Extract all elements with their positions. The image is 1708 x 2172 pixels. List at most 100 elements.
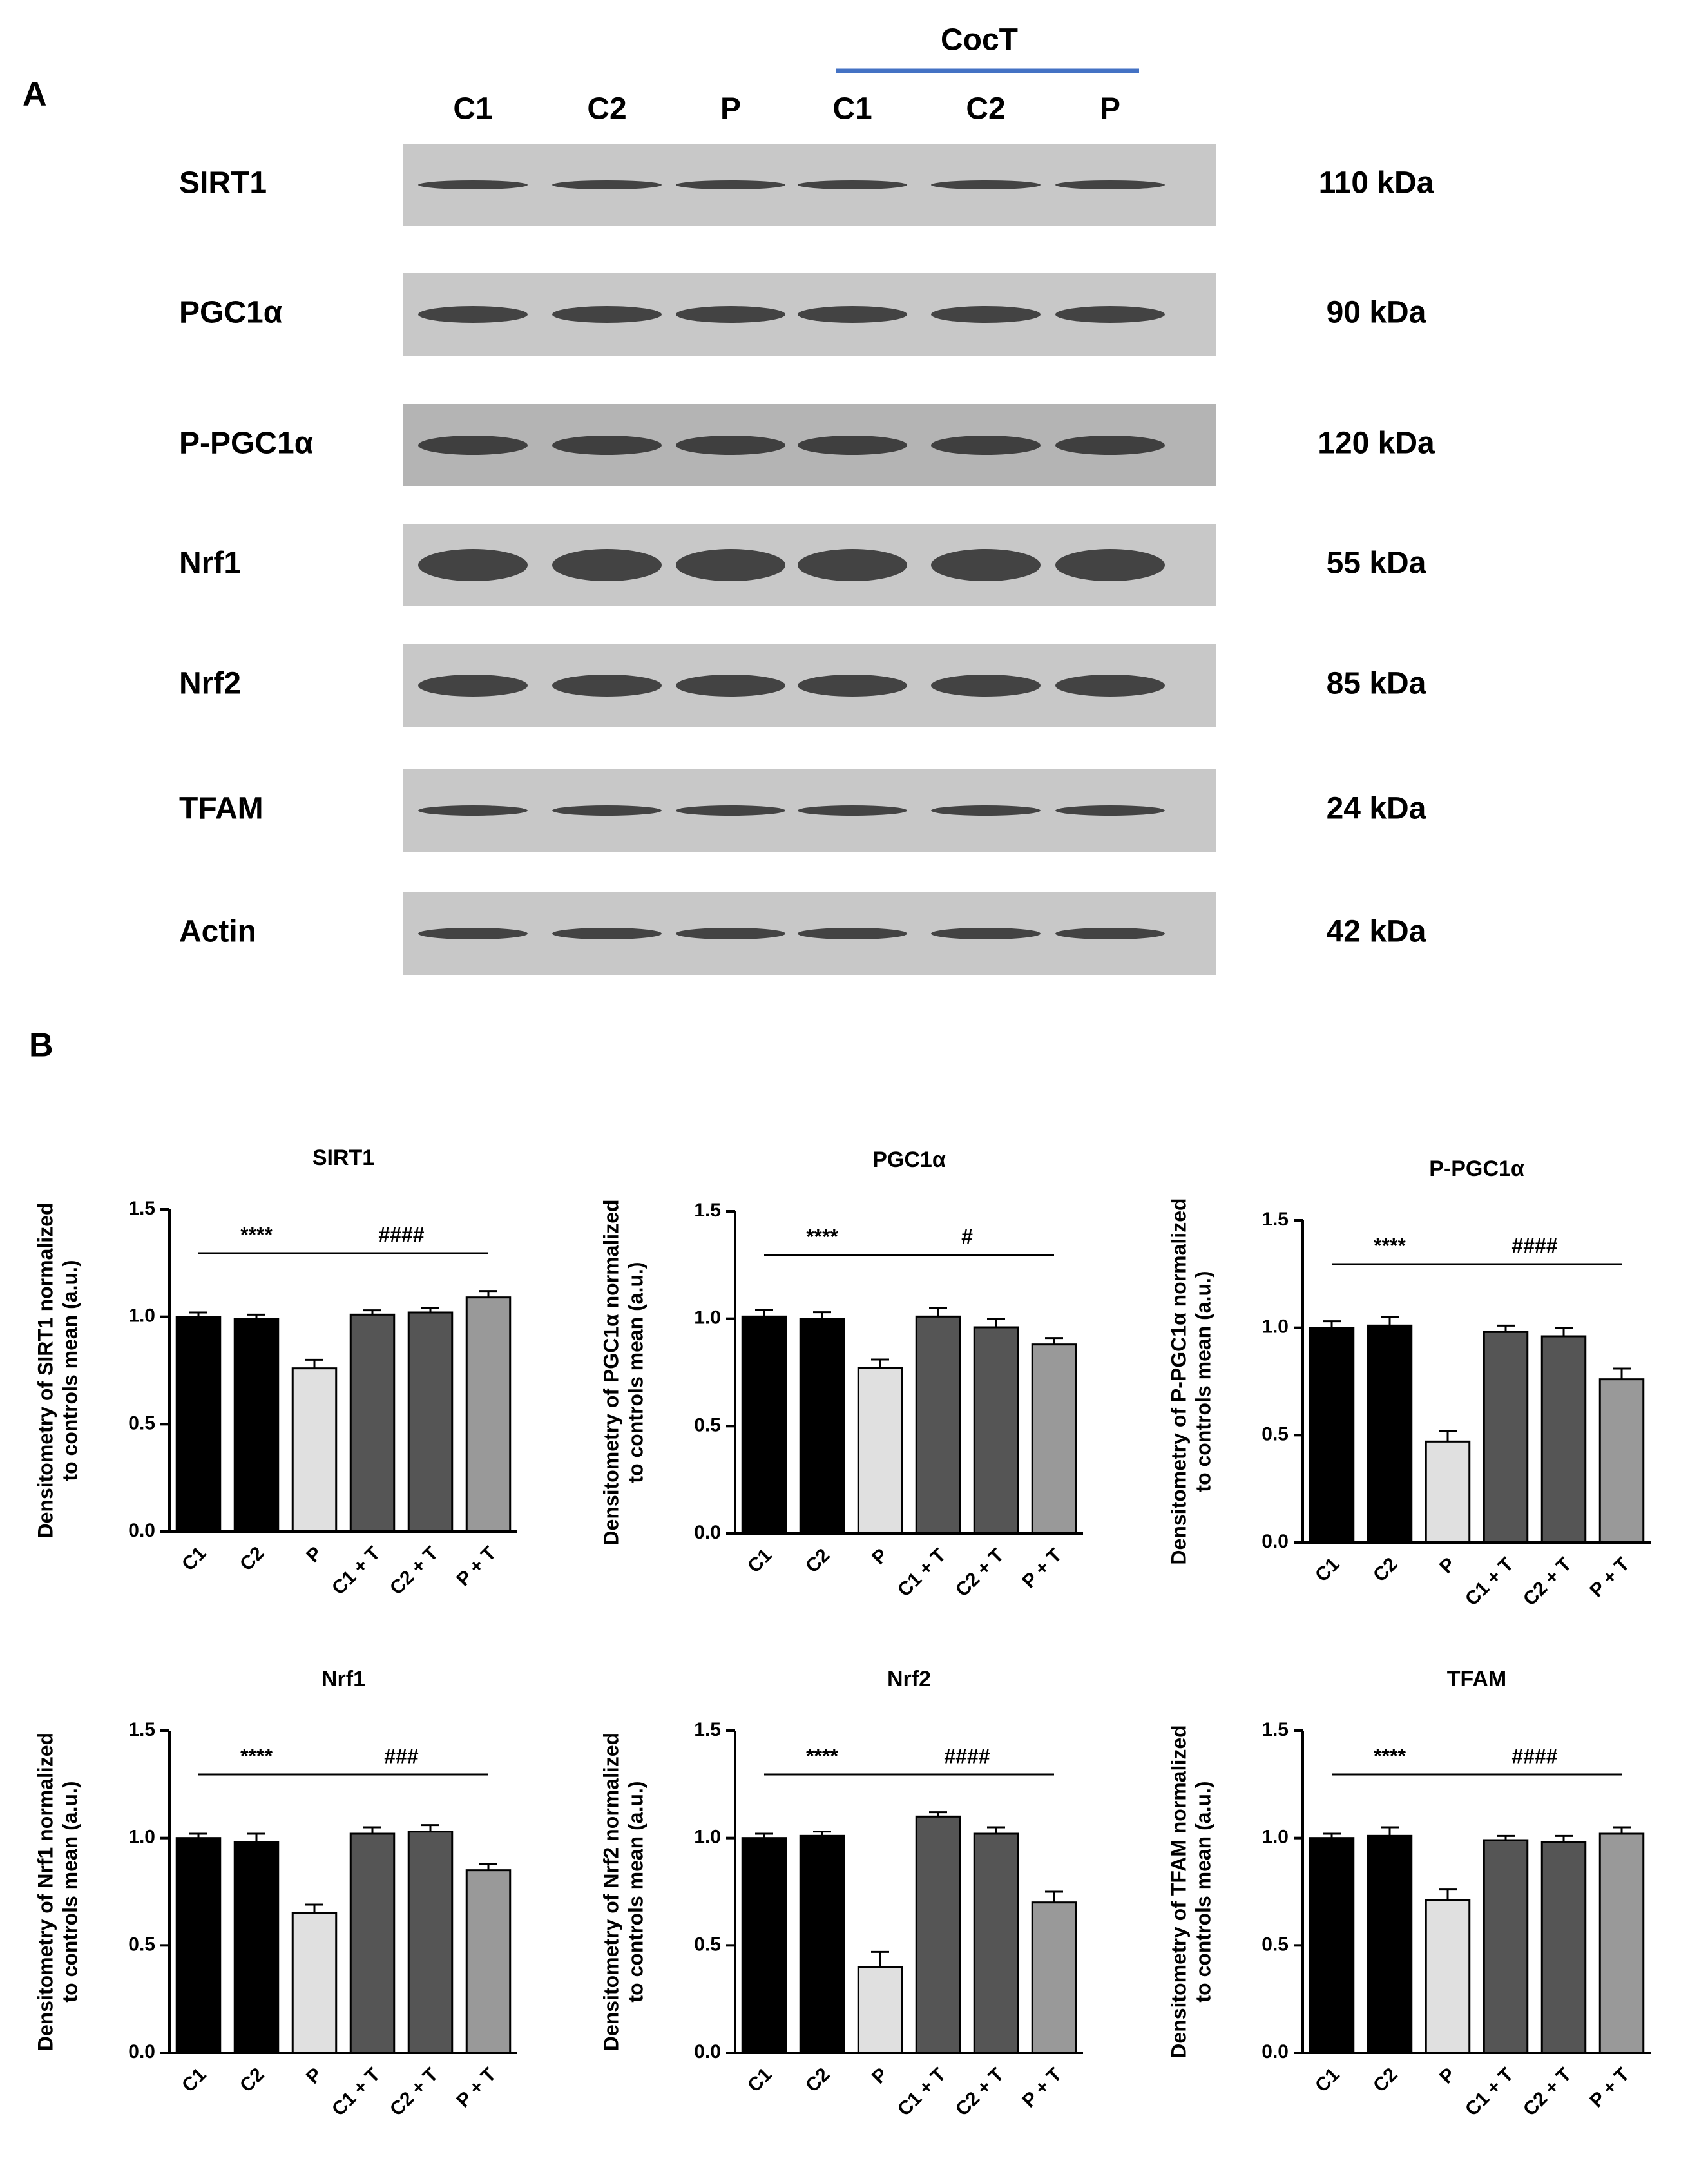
- blot-band: [676, 436, 785, 455]
- bar: [1483, 1839, 1529, 2054]
- blot-band: [931, 675, 1041, 697]
- blot-band: [931, 549, 1041, 581]
- lane-label: C2: [966, 92, 1005, 126]
- protein-label: Nrf2: [179, 667, 241, 701]
- bar-chart: P-PGC1α Densitometry of P-PGC1α normalize…: [1167, 1157, 1651, 1610]
- blot-band: [676, 306, 785, 323]
- protein-label: Nrf1: [179, 546, 241, 581]
- blot-band: [931, 180, 1041, 189]
- bar: [799, 1834, 845, 2054]
- y-tick-label: 1.5: [128, 1198, 155, 1219]
- y-tick-label: 0.0: [128, 2041, 155, 2062]
- bar: [1598, 1832, 1645, 2054]
- bar: [1367, 1324, 1413, 1544]
- bar: [465, 1869, 512, 2054]
- blot-band: [676, 805, 785, 816]
- lane-label: P: [1100, 92, 1120, 126]
- y-tick-label: 1.0: [694, 1307, 721, 1329]
- y-tick-label: 1.0: [694, 1827, 721, 1848]
- bar: [1425, 1899, 1471, 2054]
- significance-label: ####: [378, 1223, 424, 1246]
- blot-band: [552, 928, 662, 939]
- y-tick-label: 0.5: [128, 1934, 155, 1955]
- blot-band: [931, 928, 1041, 939]
- blot-band: [1055, 180, 1165, 189]
- chart-title: Nrf1: [321, 1667, 365, 1691]
- blot-band: [552, 180, 662, 189]
- bar: [1309, 1837, 1355, 2054]
- blot-band: [418, 180, 528, 189]
- y-axis-label: to controls mean (a.u.): [624, 1262, 647, 1483]
- y-axis-label: to controls mean (a.u.): [1191, 1781, 1214, 2002]
- bar: [175, 1837, 222, 2054]
- y-tick-label: 1.5: [1262, 1719, 1289, 1740]
- y-tick-label: 1.5: [1262, 1209, 1289, 1230]
- y-tick-label: 1.5: [694, 1200, 721, 1221]
- bar: [857, 1367, 903, 1535]
- blot-band: [676, 675, 785, 697]
- blot-band: [1055, 549, 1165, 581]
- significance-label: ****: [806, 1744, 838, 1767]
- bar: [799, 1318, 845, 1535]
- panel-label: A: [23, 76, 47, 113]
- y-axis-label: to controls mean (a.u.): [624, 1781, 647, 2002]
- y-axis-label: Densitometry of Nrf2 normalized: [599, 1733, 622, 2051]
- blot-band: [798, 436, 907, 455]
- size-label: 85 kDa: [1327, 667, 1426, 701]
- panel-label: B: [29, 1027, 53, 1064]
- bar: [233, 1841, 280, 2054]
- bar: [465, 1296, 512, 1533]
- bar: [915, 1815, 961, 2054]
- y-axis-label: Densitometry of TFAM normalized: [1167, 1725, 1190, 2058]
- y-tick-label: 0.0: [128, 1520, 155, 1541]
- y-axis-label: Densitometry of Nrf1 normalized: [34, 1733, 57, 2051]
- y-tick-label: 0.5: [128, 1412, 155, 1434]
- blot-band: [1055, 306, 1165, 323]
- chart-title: SIRT1: [312, 1146, 374, 1170]
- y-tick-label: 0.0: [694, 2041, 721, 2062]
- protein-label: P-PGC1α: [179, 427, 314, 461]
- y-tick-label: 1.5: [128, 1719, 155, 1740]
- protein-label: PGC1α: [179, 296, 283, 330]
- bar: [1598, 1378, 1645, 1544]
- bar-chart: Nrf2 Densitometry of Nrf2 normalized to co…: [599, 1667, 1083, 2120]
- bar: [973, 1832, 1019, 2054]
- bar: [407, 1831, 454, 2054]
- bar: [349, 1313, 396, 1533]
- blot-band: [552, 306, 662, 323]
- y-axis-label: Densitometry of PGC1α normalized: [599, 1199, 622, 1545]
- y-axis-label: to controls mean (a.u.): [58, 1260, 81, 1481]
- significance-label: ****: [1374, 1234, 1406, 1257]
- size-label: 110 kDa: [1319, 166, 1434, 200]
- blot-band: [676, 549, 785, 581]
- bar: [291, 1367, 338, 1533]
- bar: [973, 1326, 1019, 1535]
- lane-label: C2: [587, 92, 626, 126]
- y-tick-label: 1.5: [694, 1719, 721, 1740]
- bar: [233, 1318, 280, 1533]
- group-label: CocT: [941, 23, 1018, 57]
- blot-band: [931, 436, 1041, 455]
- bar: [1483, 1331, 1529, 1544]
- blot-band: [798, 306, 907, 323]
- y-tick-label: 0.5: [694, 1934, 721, 1955]
- size-label: 90 kDa: [1327, 296, 1426, 330]
- bar: [1425, 1440, 1471, 1544]
- y-tick-label: 0.5: [1262, 1423, 1289, 1445]
- y-axis-label: Densitometry of SIRT1 normalized: [34, 1203, 57, 1539]
- blot-band: [798, 180, 907, 189]
- y-tick-label: 1.0: [128, 1827, 155, 1848]
- y-tick-label: 1.0: [128, 1305, 155, 1327]
- blot-band: [1055, 675, 1165, 697]
- y-tick-label: 1.0: [1262, 1827, 1289, 1848]
- bar: [1367, 1834, 1413, 2054]
- blot-band: [676, 928, 785, 939]
- blot-band: [418, 306, 528, 323]
- size-label: 24 kDa: [1327, 792, 1426, 826]
- significance-label: ####: [1511, 1234, 1557, 1257]
- blot-band: [676, 180, 785, 189]
- chart-title: Nrf2: [887, 1667, 931, 1691]
- bar-chart: TFAM Densitometry of TFAM normalized to co…: [1167, 1667, 1651, 2120]
- size-label: 42 kDa: [1327, 915, 1426, 949]
